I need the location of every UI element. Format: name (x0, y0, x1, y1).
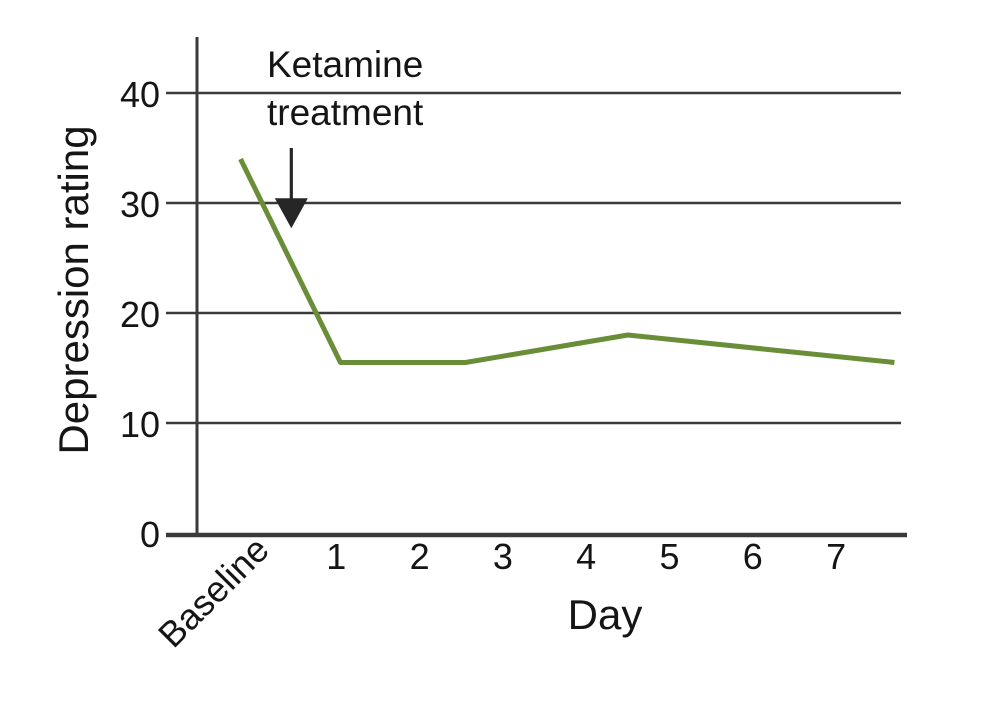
x-tick-label-3: 3 (493, 536, 513, 577)
y-tick-label-10: 10 (120, 404, 160, 445)
y-tick-label-40: 40 (120, 74, 160, 115)
y-tick-label-0: 0 (140, 514, 160, 555)
annotation-ketamine-line1: Ketamine (267, 44, 423, 85)
x-axis-title: Day (568, 591, 643, 638)
x-tick-label-1: 1 (326, 536, 346, 577)
y-tick-label-30: 30 (120, 184, 160, 225)
annotation-ketamine-line2: treatment (267, 92, 424, 133)
x-tick-label-baseline: Baseline (150, 529, 277, 656)
y-axis-title: Depression rating (50, 125, 97, 454)
x-tick-label-7: 7 (826, 536, 846, 577)
x-tick-label-6: 6 (743, 536, 763, 577)
arrow-head-icon (274, 198, 308, 229)
depression-series-line (238, 157, 895, 365)
annotation-arrow (274, 148, 308, 229)
x-tick-label-2: 2 (410, 536, 430, 577)
y-tick-labels: 0 10 20 30 40 (120, 74, 160, 555)
x-tick-label-5: 5 (659, 536, 679, 577)
gridlines (166, 91, 901, 425)
y-tick-label-20: 20 (120, 294, 160, 335)
x-tick-labels: Baseline 1 2 3 4 5 6 7 (150, 529, 846, 656)
x-tick-label-4: 4 (576, 536, 596, 577)
